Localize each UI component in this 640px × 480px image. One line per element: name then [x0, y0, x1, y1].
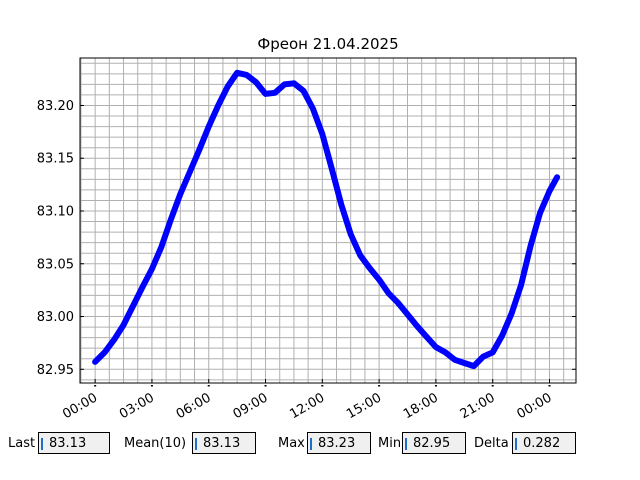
stat-delta-label: Delta	[474, 436, 509, 451]
plot-frame	[79, 57, 577, 384]
series-line	[92, 69, 561, 370]
x-tick-label: 09:00	[231, 390, 271, 422]
stat-last-value: 83.13	[49, 436, 87, 451]
tick-marks	[80, 104, 576, 388]
x-tick-label: 18:00	[401, 390, 441, 422]
text-cursor-icon	[405, 438, 407, 450]
stat-delta-field[interactable]: 0.282	[512, 432, 576, 454]
series-line-layer	[92, 69, 561, 370]
x-tick-label: 12:00	[287, 390, 327, 422]
y-tick-label: 83.05	[37, 257, 74, 272]
x-tick-label: 03:00	[117, 390, 157, 422]
x-tick-label: 21:00	[458, 390, 498, 422]
stat-mean-label: Mean(10)	[124, 436, 187, 451]
y-tick-label: 83.00	[37, 310, 74, 325]
stat-last-label: Last	[8, 436, 36, 451]
y-tick-labels: 82.95 83.00 83.05 83.10 83.15 83.20	[37, 99, 74, 378]
stat-mean-value: 83.13	[203, 436, 241, 451]
x-tick-labels: 00:00 03:00 06:00 09:00 12:00 15:00 18:00 21:00…	[60, 390, 554, 422]
text-cursor-icon	[310, 438, 312, 450]
stat-mean-field[interactable]: 83.13	[192, 432, 256, 454]
stat-min-label: Min	[378, 436, 402, 451]
x-tick-label: 15:00	[344, 390, 384, 422]
stat-last-field[interactable]: 83.13	[38, 432, 110, 454]
y-tick-label: 82.95	[37, 363, 74, 378]
y-tick-label: 83.10	[37, 205, 74, 220]
stat-delta-value: 0.282	[523, 436, 561, 451]
chart-title: Фреон 21.04.2025	[257, 35, 398, 53]
stat-max-field[interactable]: 83.23	[307, 432, 371, 454]
stat-min-value: 82.95	[413, 436, 451, 451]
stat-min-field[interactable]: 82.95	[402, 432, 466, 454]
y-tick-label: 83.15	[37, 152, 74, 167]
x-tick-label: 00:00	[60, 390, 100, 422]
text-cursor-icon	[515, 438, 517, 450]
text-cursor-icon	[41, 438, 43, 450]
stat-max-label: Max	[278, 436, 305, 451]
text-cursor-icon	[195, 438, 197, 450]
x-tick-label: 06:00	[174, 390, 214, 422]
x-tick-label: 00:00	[515, 390, 555, 422]
y-tick-label: 83.20	[37, 99, 74, 114]
stat-max-value: 83.23	[318, 436, 356, 451]
